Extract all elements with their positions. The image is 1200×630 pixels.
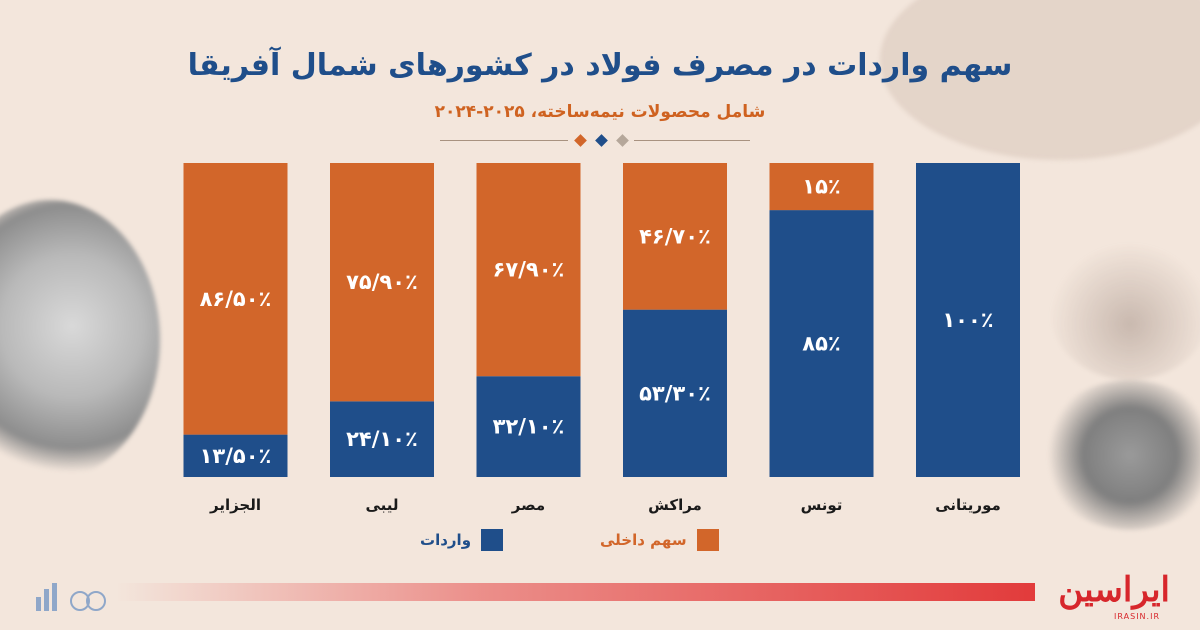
subtitle-divider-right	[634, 140, 750, 141]
factory-silhouette-image	[1050, 240, 1200, 380]
data-label-imports-2: ۵۳/۳۰٪	[639, 381, 711, 405]
brand-site: IRASIN.IR	[1114, 612, 1160, 621]
bar-domestic-2	[623, 163, 727, 310]
bar-imports-1	[769, 210, 874, 477]
footer-accent-bar	[115, 583, 1035, 601]
data-label-imports-5: ۱۳/۵۰٪	[200, 444, 272, 468]
bar-imports-3	[476, 376, 581, 477]
category-label-0: موریتانی	[935, 496, 1001, 514]
bar-chart-logo-icon	[36, 583, 106, 611]
data-label-imports-4: ۲۴/۱۰٪	[346, 427, 418, 451]
bar-domestic-4	[330, 163, 434, 402]
bar-imports-2	[623, 309, 727, 477]
data-label-domestic-2: ۴۶/۷۰٪	[639, 224, 711, 248]
data-label-imports-3: ۳۲/۱۰٪	[493, 415, 565, 439]
bar-domestic-5	[183, 163, 288, 435]
data-label-imports-0: ۱۰۰٪	[942, 308, 993, 332]
chart-subtitle: شامل محصولات نیمه‌ساخته، ۲۰۲۵-۲۰۲۴	[434, 102, 766, 122]
chart-title: سهم واردات در مصرف فولاد در کشورهای شمال…	[187, 48, 1013, 83]
legend-imports-swatch	[481, 529, 504, 551]
data-label-domestic-5: ۸۶/۵۰٪	[200, 287, 272, 311]
bar-imports-5	[183, 434, 288, 477]
data-label-domestic-1: ۱۵٪	[802, 175, 840, 199]
bar-domestic-1	[769, 163, 874, 211]
legend-imports-label: واردات	[420, 531, 472, 549]
rebar-bundle-image	[1040, 380, 1200, 530]
legend-domestic: سهم داخلی	[600, 528, 719, 552]
category-label-1: تونس	[800, 496, 843, 514]
category-label-3: مصر	[511, 496, 546, 514]
bar-domestic-3	[476, 163, 581, 377]
category-label-4: لیبی	[365, 496, 399, 514]
data-label-imports-1: ۸۵٪	[802, 332, 840, 356]
data-label-domestic-4: ۷۵/۹۰٪	[346, 270, 418, 294]
subtitle-divider-left	[440, 140, 568, 141]
brand-logo: ایراسین	[1058, 570, 1170, 610]
bar-imports-4	[330, 401, 434, 477]
legend-domestic-label: سهم داخلی	[600, 531, 687, 549]
bar-imports-0	[916, 163, 1020, 477]
category-label-5: الجزایر	[209, 496, 262, 514]
legend-imports: واردات	[420, 528, 504, 552]
category-label-2: مراکش	[648, 496, 702, 514]
data-label-domestic-3: ۶۷/۹۰٪	[493, 258, 565, 282]
legend-domestic-swatch	[696, 529, 719, 551]
